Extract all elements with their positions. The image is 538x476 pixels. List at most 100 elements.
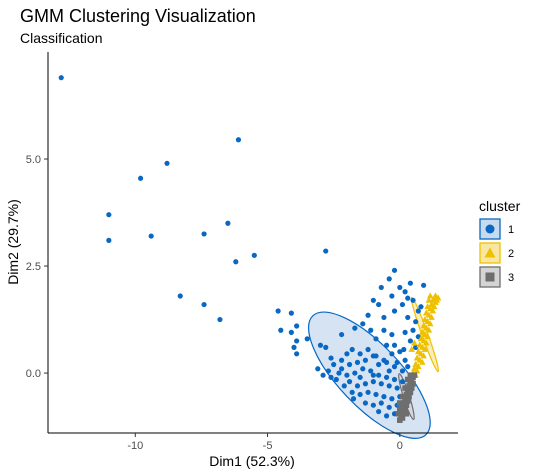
cluster-1-point [344, 372, 350, 378]
cluster-2-point [421, 315, 429, 322]
cluster-1-point [323, 344, 329, 350]
cluster-1-point [391, 376, 398, 383]
cluster-1-point [339, 331, 345, 338]
cluster-1-point [401, 346, 407, 353]
cluster-1-point [402, 329, 408, 335]
cluster-1-point [391, 342, 398, 348]
cluster-3-point [407, 372, 414, 379]
cluster-2-point [422, 309, 430, 316]
cluster-1-point [413, 344, 419, 350]
cluster-2-point [424, 303, 431, 310]
cluster-1-point [336, 370, 342, 376]
cluster-3-point [404, 376, 411, 383]
y-tick-label: 0.0 [26, 368, 41, 380]
cluster-2-point [413, 354, 421, 361]
x-axis-title: Dim1 (52.3%) [209, 453, 295, 469]
cluster-1-point [381, 314, 387, 321]
cluster-1-point [304, 336, 310, 342]
cluster-2-point [430, 303, 438, 310]
cluster-2-point [418, 358, 426, 365]
cluster-1-point [288, 310, 294, 316]
cluster-1-point [365, 389, 371, 395]
cluster-1-point [373, 353, 379, 359]
cluster-1-point [407, 338, 413, 344]
cluster-2-point [411, 339, 418, 346]
cluster-1-point [370, 297, 376, 303]
cluster-1-point [294, 338, 300, 344]
cluster-1-point [391, 364, 398, 370]
legend: cluster 1 2 3 [479, 198, 521, 288]
cluster-3-point [407, 389, 414, 396]
cluster-1-point [370, 372, 376, 378]
cluster-2-point [411, 365, 418, 372]
cluster-3-point [406, 393, 412, 400]
cluster-1-point [328, 374, 334, 380]
cluster-1-point [323, 248, 329, 254]
cluster-1-point [373, 391, 379, 398]
cluster-3-point [402, 385, 408, 391]
cluster-1-point [350, 396, 357, 402]
cluster-1-point [405, 295, 411, 301]
cluster-1-point [386, 404, 392, 410]
legend-square-icon [485, 272, 495, 282]
cluster-1-point [394, 385, 400, 391]
cluster-2-point [412, 360, 419, 367]
cluster-1-point [357, 374, 363, 380]
cluster-3-point [395, 410, 402, 417]
cluster-1-point [106, 212, 112, 218]
cluster-1-point [410, 297, 416, 303]
cluster-1-point [413, 319, 419, 325]
cluster-3-point [402, 406, 408, 413]
cluster-2-point [421, 345, 429, 352]
cluster-1-point [407, 280, 413, 286]
cluster-1-point [360, 366, 366, 372]
cluster-1-point [397, 284, 403, 291]
cluster-1-point [389, 331, 395, 338]
cluster-1-point [354, 383, 361, 389]
cluster-1-point [383, 413, 390, 419]
cluster-1-point [235, 137, 242, 143]
cluster-1-point [357, 351, 363, 357]
cluster-1-point [383, 342, 390, 348]
cluster-1-point [225, 220, 231, 226]
cluster-1-point [376, 301, 382, 308]
cluster-2-point [408, 345, 416, 352]
cluster-1-point [320, 372, 326, 378]
cluster-1-point [346, 379, 353, 385]
cluster-1-point [386, 383, 392, 389]
cluster-1-point [294, 351, 300, 357]
cluster-1-point [275, 308, 281, 314]
cluster-1-point [346, 361, 353, 368]
legend-label-1: 1 [508, 224, 514, 236]
cluster-1-point [376, 408, 382, 415]
cluster-1-point [201, 231, 207, 237]
cluster-2-point [428, 313, 435, 320]
cluster-2-point [426, 292, 434, 299]
y-tick-label: 2.5 [26, 261, 41, 273]
cluster-1-point [376, 361, 382, 368]
cluster-1-point [362, 381, 369, 387]
chart-subtitle: Classification [20, 30, 102, 46]
legend-label-2: 2 [508, 248, 514, 260]
cluster-2-point [422, 339, 430, 346]
cluster-2-point [425, 326, 433, 333]
cluster-1-point [376, 372, 382, 378]
cluster-1-point [352, 370, 358, 376]
cluster-1-point [381, 327, 387, 333]
cluster-1-point [415, 308, 421, 314]
cluster-1-point [331, 361, 337, 368]
cluster-1-point [365, 312, 371, 318]
cluster-3-point [399, 393, 406, 400]
cluster-3-point [408, 385, 415, 391]
cluster-2-point [425, 296, 433, 303]
cluster-1-point [294, 323, 300, 329]
cluster-1-point [383, 374, 390, 380]
cluster-1-point [278, 327, 284, 333]
cluster-1-point [397, 349, 403, 355]
cluster-1-point [421, 282, 427, 288]
cluster-1-point [148, 233, 154, 239]
cluster-3-point [397, 400, 403, 406]
cluster-1-point [378, 284, 384, 291]
cluster-2-point [418, 328, 426, 335]
y-axis-title: Dim2 (29.7%) [5, 199, 21, 285]
